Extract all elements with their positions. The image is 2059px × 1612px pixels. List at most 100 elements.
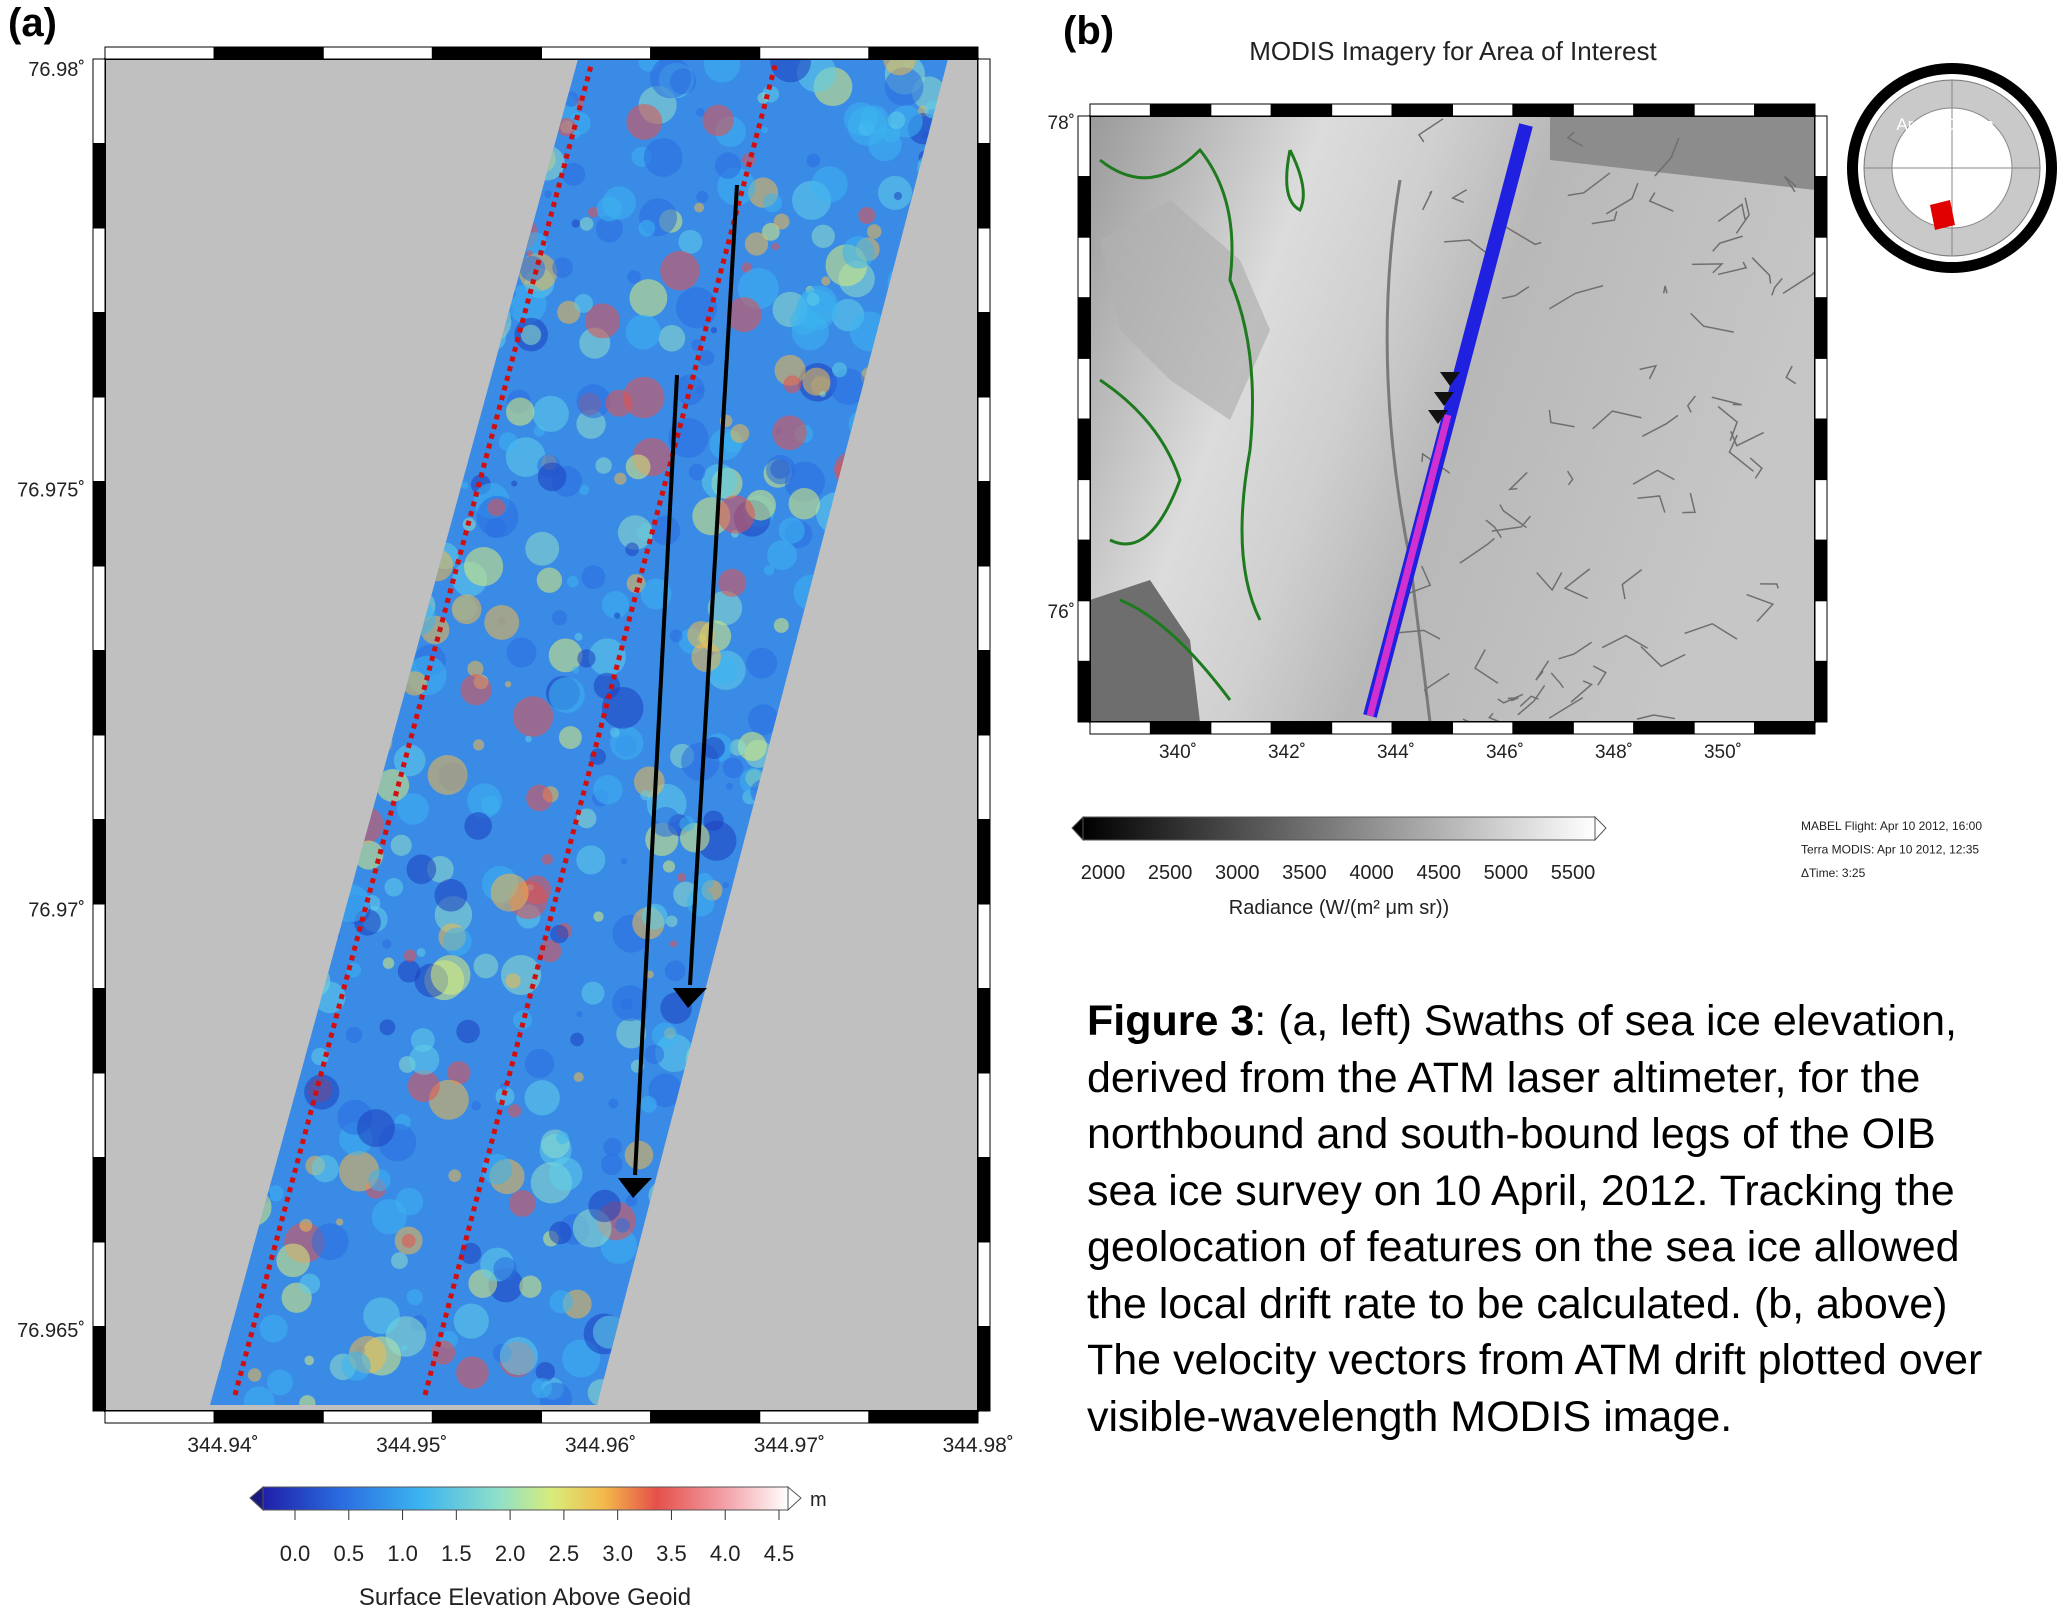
colorbar-arrow — [250, 1487, 263, 1510]
texture-dot — [696, 386, 704, 394]
colorbar-tick-label: 4.0 — [710, 1541, 741, 1566]
colorbar-tick-label: 2000 — [1081, 862, 1126, 884]
frame-segment — [1755, 104, 1815, 116]
texture-dot — [533, 396, 569, 432]
colorbar-tick-label: 3.0 — [602, 1541, 633, 1566]
frame-segment — [1392, 722, 1452, 734]
texture-dot — [792, 313, 829, 350]
texture-dot — [574, 1072, 584, 1082]
texture-dot — [525, 1049, 554, 1078]
caption-text: the local drift rate to be calculated. (… — [1087, 1280, 1947, 1328]
texture-dot — [542, 854, 553, 865]
frame-segment — [1211, 104, 1271, 116]
texture-dot — [346, 1027, 362, 1043]
texture-dot — [807, 293, 820, 306]
texture-dot — [550, 925, 568, 943]
y-tick-label: 76.97˚ — [28, 900, 85, 922]
frame-segment — [1271, 104, 1331, 116]
x-tick-label: 342˚ — [1268, 742, 1306, 763]
texture-dot — [774, 618, 789, 633]
texture-dot — [461, 482, 468, 489]
texture-dot — [248, 1368, 261, 1381]
frame-segment — [978, 482, 990, 567]
texture-dot — [493, 1257, 517, 1281]
frame-segment — [1815, 358, 1827, 419]
texture-dot — [723, 882, 729, 888]
texture-dot — [464, 812, 492, 840]
texture-dot — [448, 1169, 461, 1182]
texture-dot — [363, 1297, 400, 1334]
texture-dot — [867, 224, 881, 238]
texture-dot — [471, 1101, 481, 1111]
frame-segment — [1453, 104, 1513, 116]
texture-dot — [434, 879, 467, 912]
texture-dot — [506, 973, 521, 988]
frame-segment — [93, 313, 105, 398]
texture-dot — [506, 398, 534, 426]
y-tick-label: 76.965˚ — [17, 1320, 85, 1342]
colorbar-label: Radiance (W/(m² μm sr)) — [1229, 897, 1449, 919]
frame-segment — [978, 904, 990, 989]
texture-dot — [803, 368, 831, 396]
texture-dot — [577, 649, 595, 667]
texture-dot — [431, 955, 471, 995]
texture-dot — [638, 220, 655, 237]
frame-segment — [978, 397, 990, 482]
frame-segment — [1090, 722, 1150, 734]
colorbar-label: Surface Elevation Above Geoid — [359, 1584, 691, 1611]
frame-segment — [1815, 419, 1827, 480]
texture-dot — [718, 569, 746, 597]
texture-dot — [473, 739, 484, 750]
caption-line: Figure 3: (a, left) Swaths of sea ice el… — [1087, 993, 2059, 1050]
texture-dot — [581, 982, 604, 1005]
texture-dot — [382, 939, 391, 948]
frame-segment — [1150, 722, 1210, 734]
frame-segment — [1078, 601, 1090, 662]
texture-dot — [595, 457, 611, 473]
texture-dot — [717, 495, 755, 533]
texture-dot — [894, 192, 902, 200]
colorbar-arrow — [788, 1487, 801, 1510]
frame-segment — [978, 735, 990, 820]
frame-segment — [1150, 104, 1210, 116]
texture-dot — [312, 1223, 349, 1260]
frame-segment — [1078, 358, 1090, 419]
colorbar-tick-label: 4000 — [1349, 862, 1394, 884]
texture-dot — [730, 424, 749, 443]
texture-dot — [779, 517, 805, 543]
colorbar-tick-label: 4.5 — [764, 1541, 795, 1566]
frame-segment — [1513, 722, 1573, 734]
x-tick-label: 350˚ — [1704, 742, 1742, 763]
texture-dot — [408, 1070, 440, 1102]
colorbar-tick-label: 5000 — [1484, 862, 1529, 884]
texture-dot — [772, 415, 807, 450]
colorbar — [1083, 817, 1595, 840]
texture-dot — [544, 190, 552, 198]
caption-line: visible-wavelength MODIS image. — [1087, 1389, 2059, 1446]
frame-segment — [93, 1073, 105, 1158]
texture-dot — [570, 1033, 584, 1047]
frame-segment — [1332, 722, 1392, 734]
caption-text: derived from the ATM laser altimeter, fo… — [1087, 1054, 1920, 1102]
texture-dot — [499, 432, 518, 451]
frame-segment — [1078, 237, 1090, 298]
frame-segment — [432, 47, 541, 59]
colorbar-tick-label: 3.5 — [656, 1541, 687, 1566]
frame-segment — [1694, 722, 1754, 734]
frame-segment — [93, 397, 105, 482]
texture-dot — [878, 176, 912, 210]
texture-dot — [460, 674, 491, 705]
texture-dot — [474, 954, 499, 979]
texture-dot — [407, 1289, 423, 1305]
frame-segment — [323, 47, 432, 59]
caption-line: geolocation of features on the sea ice a… — [1087, 1219, 2059, 1276]
colorbar-unit: m — [810, 1489, 827, 1511]
texture-dot — [572, 666, 579, 673]
caption-line: sea ice survey on 10 April, 2012. Tracki… — [1087, 1163, 2059, 1220]
frame-segment — [869, 1411, 978, 1423]
texture-dot — [391, 835, 412, 856]
texture-dot — [699, 350, 715, 366]
colorbar-arrow — [1072, 817, 1083, 840]
colorbar — [263, 1487, 788, 1510]
texture-dot — [614, 612, 620, 618]
